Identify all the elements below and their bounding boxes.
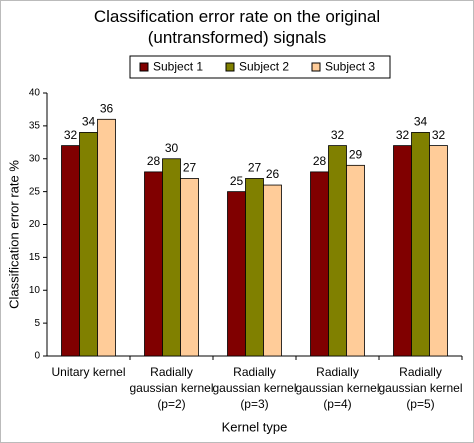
bar <box>227 191 246 357</box>
x-tick-label: Radially gaussian kernel (p=5) <box>378 365 463 411</box>
bar <box>144 171 163 357</box>
bar <box>429 145 448 357</box>
x-tick-label-box: Radially gaussian kernel (p=3) <box>212 365 297 411</box>
y-axis-label: Classification error rate % <box>6 160 21 309</box>
legend-swatch <box>225 62 235 72</box>
bar <box>411 132 430 357</box>
bar <box>393 145 412 357</box>
y-tick-label: 15 <box>29 252 41 263</box>
data-label: 32 <box>396 128 410 142</box>
legend-label: Subject 2 <box>239 60 289 74</box>
bar <box>97 118 116 357</box>
bar <box>162 158 181 357</box>
y-tick-label: 10 <box>29 285 41 296</box>
bar <box>180 178 199 357</box>
data-label: 28 <box>313 154 327 168</box>
y-tick-label: 40 <box>29 88 41 99</box>
data-label: 28 <box>147 154 161 168</box>
data-label: 29 <box>349 147 363 161</box>
bar <box>79 132 98 357</box>
data-label: 34 <box>82 115 96 129</box>
legend-swatch <box>139 62 149 72</box>
data-label: 30 <box>165 141 179 155</box>
bar <box>346 164 365 357</box>
y-tick-label: 5 <box>34 318 40 329</box>
data-label: 36 <box>100 101 114 115</box>
bar <box>263 184 282 357</box>
data-label: 27 <box>183 161 197 175</box>
legend-label: Subject 3 <box>325 60 375 74</box>
bar <box>245 178 264 357</box>
x-tick-label: Unitary kernel <box>51 365 126 379</box>
legend-frame <box>129 55 391 79</box>
y-tick-label: 30 <box>29 153 41 164</box>
y-tick-label: 20 <box>29 219 41 230</box>
y-tick-label: 0 <box>34 351 40 362</box>
chart-title: Classification error rate on the origina… <box>93 7 381 47</box>
x-tick-label: Radially gaussian kernel (p=3) <box>212 365 297 411</box>
x-tick-label: Radially gaussian kernel (p=4) <box>295 365 380 411</box>
x-axis-label: Kernel type <box>222 419 288 434</box>
x-tick-label-box: Unitary kernel <box>51 365 126 379</box>
data-label: 32 <box>432 128 446 142</box>
data-label: 34 <box>414 115 428 129</box>
x-tick-label-box: Radially gaussian kernel (p=4) <box>295 365 380 411</box>
x-tick-label-box: Radially gaussian kernel (p=5) <box>378 365 463 411</box>
y-tick-label: 25 <box>29 186 41 197</box>
legend-label: Subject 1 <box>153 60 203 74</box>
bar <box>328 145 347 357</box>
y-tick-label: 35 <box>29 121 41 132</box>
data-label: 32 <box>331 128 345 142</box>
bar <box>310 171 329 357</box>
bar <box>61 145 80 357</box>
legend-swatch <box>311 62 321 72</box>
chart-title-box: Classification error rate on the origina… <box>93 7 381 47</box>
data-label: 26 <box>266 167 280 181</box>
x-tick-label-box: Radially gaussian kernel (p=2) <box>129 365 214 411</box>
data-label: 27 <box>248 161 262 175</box>
x-tick-label: Radially gaussian kernel (p=2) <box>129 365 214 411</box>
data-label: 32 <box>64 128 78 142</box>
data-label: 25 <box>230 174 244 188</box>
